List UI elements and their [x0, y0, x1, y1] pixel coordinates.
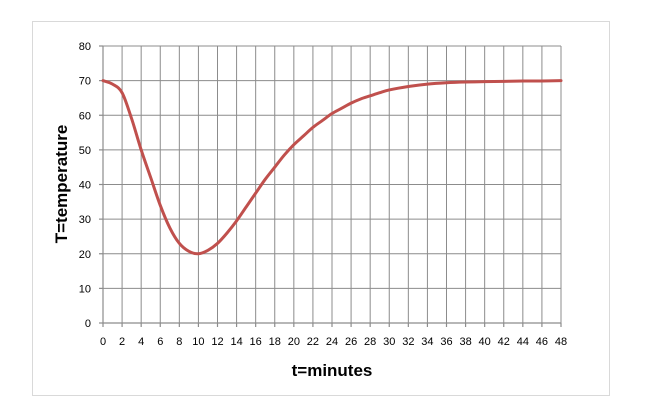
- x-tick-label-7: 14: [230, 336, 242, 348]
- x-tick-label-12: 24: [326, 336, 338, 348]
- x-axis-title: t=minutes: [292, 361, 373, 380]
- chart-axes: [99, 45, 562, 327]
- x-tick-label-0: 0: [100, 336, 106, 348]
- x-tick-label-15: 30: [383, 336, 395, 348]
- x-tick-label-16: 32: [402, 336, 414, 348]
- x-tick-label-20: 40: [479, 336, 491, 348]
- x-tick-label-3: 6: [157, 336, 163, 348]
- y-tick-label-1: 10: [79, 283, 91, 295]
- y-tick-label-6: 60: [79, 110, 91, 122]
- x-tick-label-14: 28: [364, 336, 376, 348]
- chart-series: [101, 79, 563, 256]
- series-line-0: [101, 79, 563, 256]
- y-tick-label-4: 40: [79, 180, 91, 192]
- y-tick-label-7: 70: [79, 76, 91, 88]
- y-tick-label-3: 30: [79, 214, 91, 226]
- y-axis-tick-labels: 0 10 20 30 40 50 60 70 80: [79, 41, 91, 330]
- x-tick-label-21: 42: [498, 336, 510, 348]
- x-tick-label-1: 2: [119, 336, 125, 348]
- x-tick-label-2: 4: [138, 336, 144, 348]
- y-tick-label-2: 20: [79, 249, 91, 261]
- x-tick-label-5: 10: [192, 336, 204, 348]
- x-tick-label-4: 8: [176, 336, 182, 348]
- x-tick-label-17: 34: [421, 336, 433, 348]
- x-tick-label-8: 16: [250, 336, 262, 348]
- x-axis-tick-labels: 0 2 4 6 8 10 12 14 16 18 20 22 24 26 28 30 32 34 36 38 40 42 4…: [100, 336, 567, 348]
- x-tick-label-19: 38: [459, 336, 471, 348]
- x-tick-label-24: 48: [555, 336, 567, 348]
- chart-grid: [102, 45, 562, 324]
- x-tick-label-22: 44: [517, 336, 529, 348]
- x-tick-label-13: 26: [345, 336, 357, 348]
- y-tick-label-8: 80: [79, 41, 91, 53]
- x-tick-label-10: 20: [288, 336, 300, 348]
- y-tick-label-0: 0: [85, 318, 91, 330]
- chart-frame: [32, 21, 610, 396]
- x-tick-label-23: 46: [536, 336, 548, 348]
- x-tick-label-18: 36: [440, 336, 452, 348]
- y-axis-title: T=temperature: [52, 125, 71, 244]
- x-tick-label-6: 12: [211, 336, 223, 348]
- x-tick-label-11: 22: [307, 336, 319, 348]
- y-tick-label-5: 50: [79, 145, 91, 157]
- x-tick-label-9: 18: [269, 336, 281, 348]
